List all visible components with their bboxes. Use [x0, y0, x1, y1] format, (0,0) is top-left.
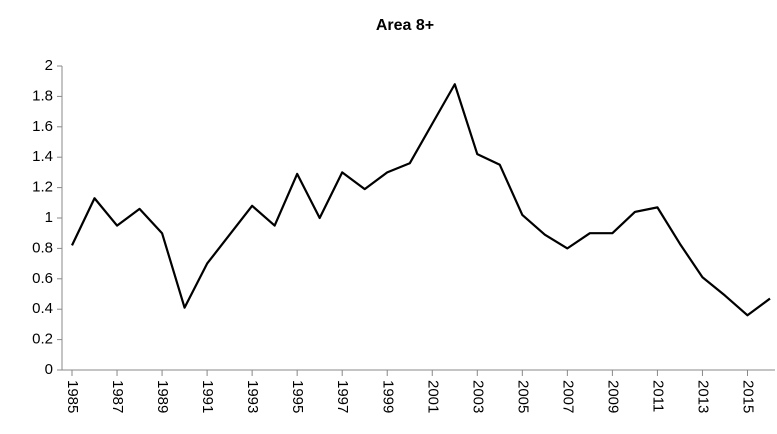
x-tick-label: 1999: [379, 380, 396, 413]
y-tick-label: 1.2: [32, 179, 53, 196]
x-tick-label: 1989: [154, 380, 171, 413]
y-tick-label: 0.8: [32, 239, 53, 256]
x-tick-label: 2001: [424, 380, 441, 413]
y-tick-label: 0.6: [32, 270, 53, 287]
x-tick-label: 2007: [559, 380, 576, 413]
x-tick-label: 2015: [740, 380, 757, 413]
chart-title: Area 8+: [376, 17, 434, 34]
y-tick-label: 0.4: [32, 300, 53, 317]
y-tick-label: 1.8: [32, 87, 53, 104]
x-tick-label: 1995: [289, 380, 306, 413]
x-tick-label: 2011: [649, 380, 666, 412]
x-tick-label: 2013: [694, 380, 711, 413]
x-tick-label: 1991: [199, 380, 216, 413]
x-tick-label: 2009: [604, 380, 621, 413]
x-tick-label: 1993: [244, 380, 261, 413]
x-tick-label: 2005: [514, 380, 531, 413]
data-line: [71, 83, 771, 317]
y-tick-label: 1.6: [32, 118, 53, 135]
x-tick-label: 1985: [64, 380, 81, 413]
y-tick-label: 0: [45, 361, 53, 378]
y-tick-label: 2: [45, 57, 53, 74]
x-tick-label: 1997: [334, 380, 351, 413]
x-tick-label: 2003: [469, 380, 486, 413]
y-tick-label: 1.4: [32, 148, 53, 165]
x-tick-label: 1987: [109, 380, 126, 413]
y-tick-label: 1: [45, 209, 53, 226]
y-tick-label: 0.2: [32, 331, 53, 348]
